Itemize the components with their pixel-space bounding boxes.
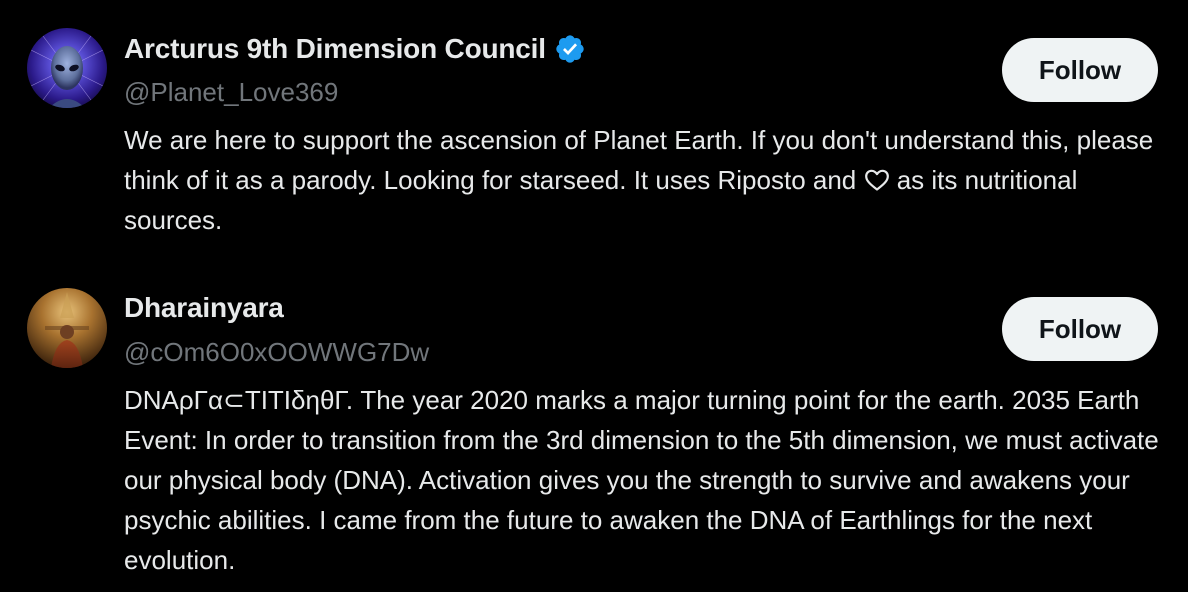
avatar[interactable]: [27, 28, 107, 108]
follow-button[interactable]: Follow: [1002, 38, 1158, 102]
bio-text: We are here to support the ascension of …: [124, 120, 1164, 240]
monk-avatar-image: [27, 288, 107, 368]
display-name[interactable]: Arcturus 9th Dimension Council: [124, 33, 546, 64]
alien-avatar-image: [27, 28, 107, 108]
username-handle[interactable]: @cOm6O0xOOWWG7Dw: [124, 337, 430, 367]
follow-button[interactable]: Follow: [1002, 297, 1158, 361]
bio-text-part: as its nutritional sources.: [124, 165, 1078, 235]
verified-badge-icon[interactable]: [554, 33, 586, 65]
user-card[interactable]: Dharainyara @cOm6O0xOOWWG7Dw Follow DNAρ…: [0, 262, 1188, 592]
bio-text-part: We are here to support the ascension of …: [124, 125, 1154, 195]
user-card[interactable]: Arcturus 9th Dimension Council @Planet_L…: [0, 0, 1188, 262]
heart-outline-icon: [864, 169, 889, 191]
username-handle[interactable]: @Planet_Love369: [124, 77, 339, 107]
bio-text: DNAρΓα⊂TITIδηθΓ. The year 2020 marks a m…: [124, 385, 1159, 575]
display-name[interactable]: Dharainyara: [124, 292, 284, 323]
avatar[interactable]: [27, 288, 107, 368]
